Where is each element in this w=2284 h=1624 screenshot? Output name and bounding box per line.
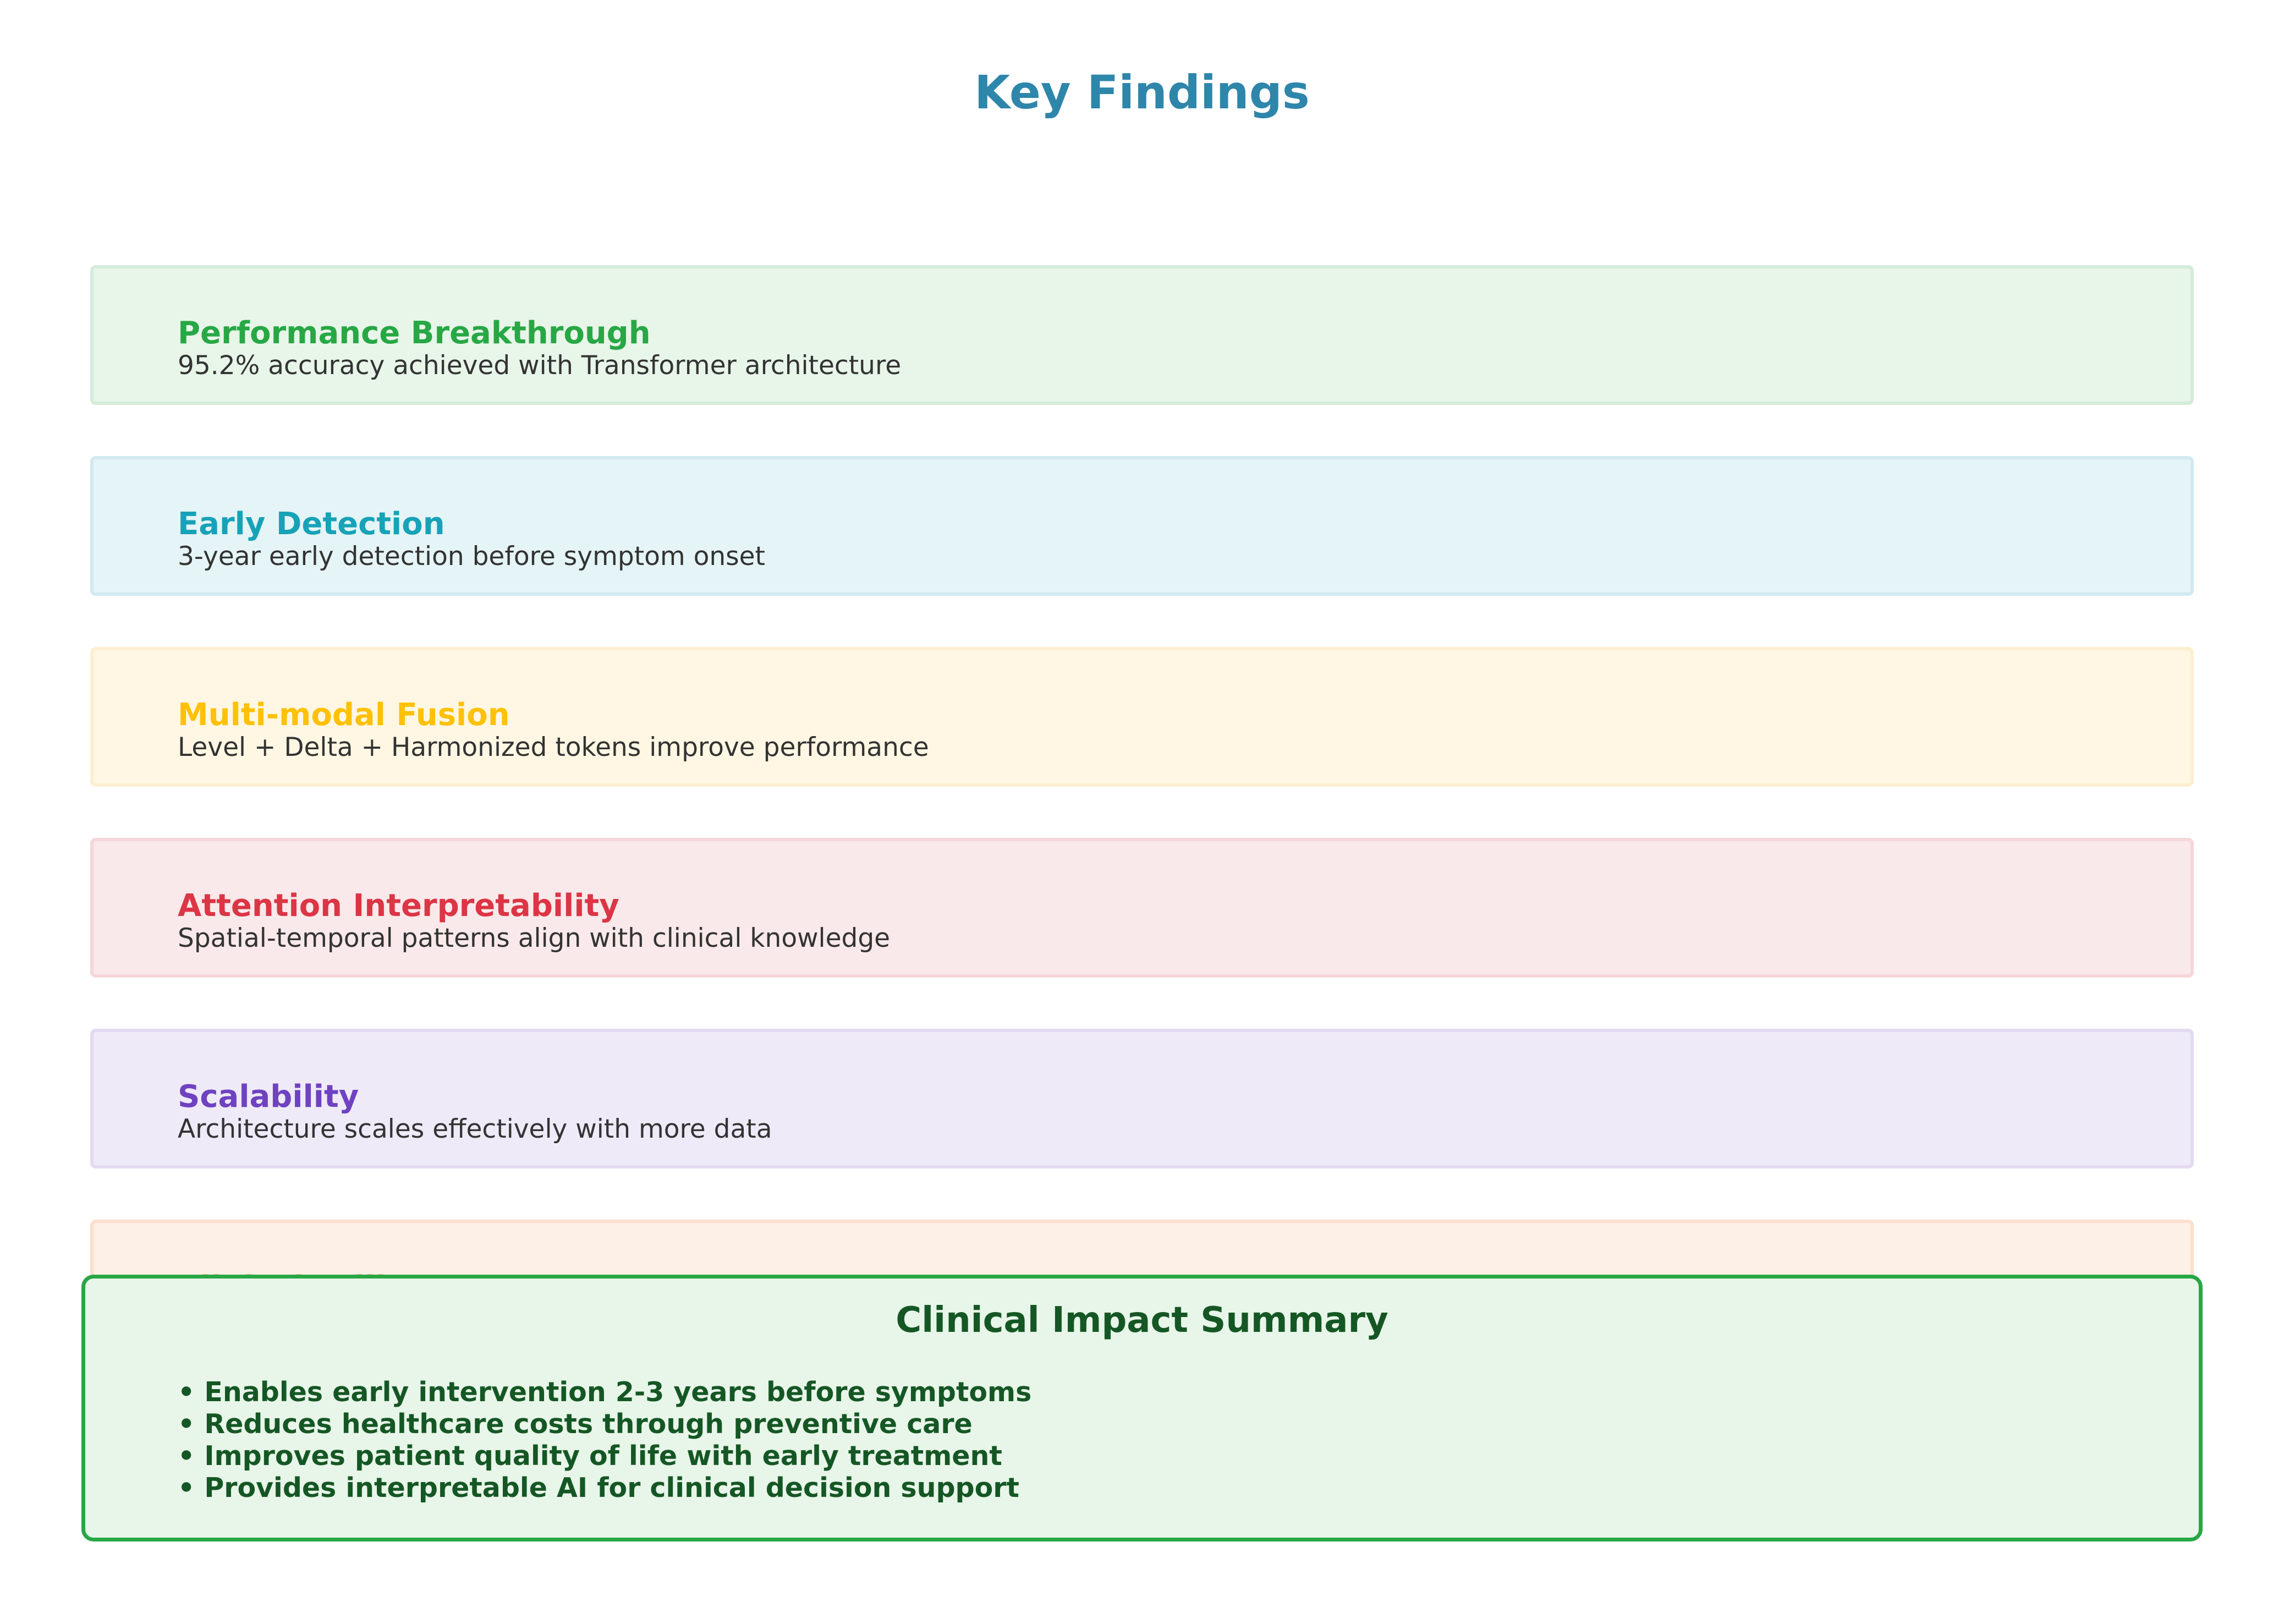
summary-bullet: • Improves patient quality of life with …: [178, 1440, 1002, 1472]
finding-text: Spatial-temporal patterns align with cli…: [178, 923, 891, 953]
finding-title: Early Detection: [178, 506, 445, 542]
summary-bullet: • Enables early intervention 2-3 years b…: [178, 1376, 1032, 1408]
finding-text: Level + Delta + Harmonized tokens improv…: [178, 732, 929, 762]
finding-card: [90, 838, 2194, 978]
summary-bullet: • Provides interpretable AI for clinical…: [178, 1472, 1019, 1504]
finding-text: 3-year early detection before symptom on…: [178, 541, 765, 572]
summary-bullet: • Reduces healthcare costs through preve…: [178, 1408, 973, 1440]
summary-box: [81, 1275, 2203, 1541]
finding-card: [90, 647, 2194, 787]
finding-text: Architecture scales effectively with mor…: [178, 1114, 772, 1144]
finding-text: 95.2% accuracy achieved with Transformer…: [178, 350, 902, 381]
finding-title: Scalability: [178, 1079, 359, 1115]
finding-title: Performance Breakthrough: [178, 315, 651, 351]
finding-title: Multi-modal Fusion: [178, 697, 510, 733]
page-title: Key Findings: [974, 65, 1310, 119]
finding-card: [90, 1029, 2194, 1168]
finding-card: [90, 265, 2194, 405]
finding-title: Attention Interpretability: [178, 888, 619, 924]
finding-card: [90, 456, 2194, 596]
summary-title: Clinical Impact Summary: [896, 1300, 1388, 1341]
